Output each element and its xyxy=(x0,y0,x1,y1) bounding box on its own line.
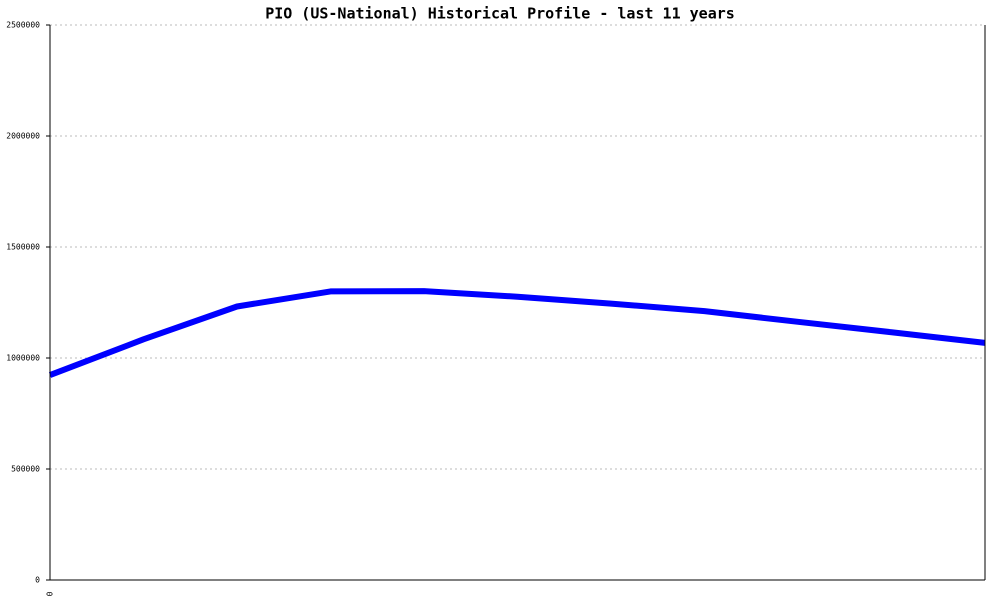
x-tick-label: 0 xyxy=(46,591,55,596)
data-line xyxy=(48,288,986,378)
y-tick-label: 500000 xyxy=(11,465,40,474)
chart-title: PIO (US-National) Historical Profile - l… xyxy=(265,5,735,23)
y-tick-label: 1000000 xyxy=(6,354,40,363)
plot xyxy=(48,288,986,378)
y-tick-label: 2500000 xyxy=(6,21,40,30)
y-tick-label: 2000000 xyxy=(6,132,40,141)
y-tick-label: 1500000 xyxy=(6,243,40,252)
y-tick-label: 0 xyxy=(35,576,40,585)
